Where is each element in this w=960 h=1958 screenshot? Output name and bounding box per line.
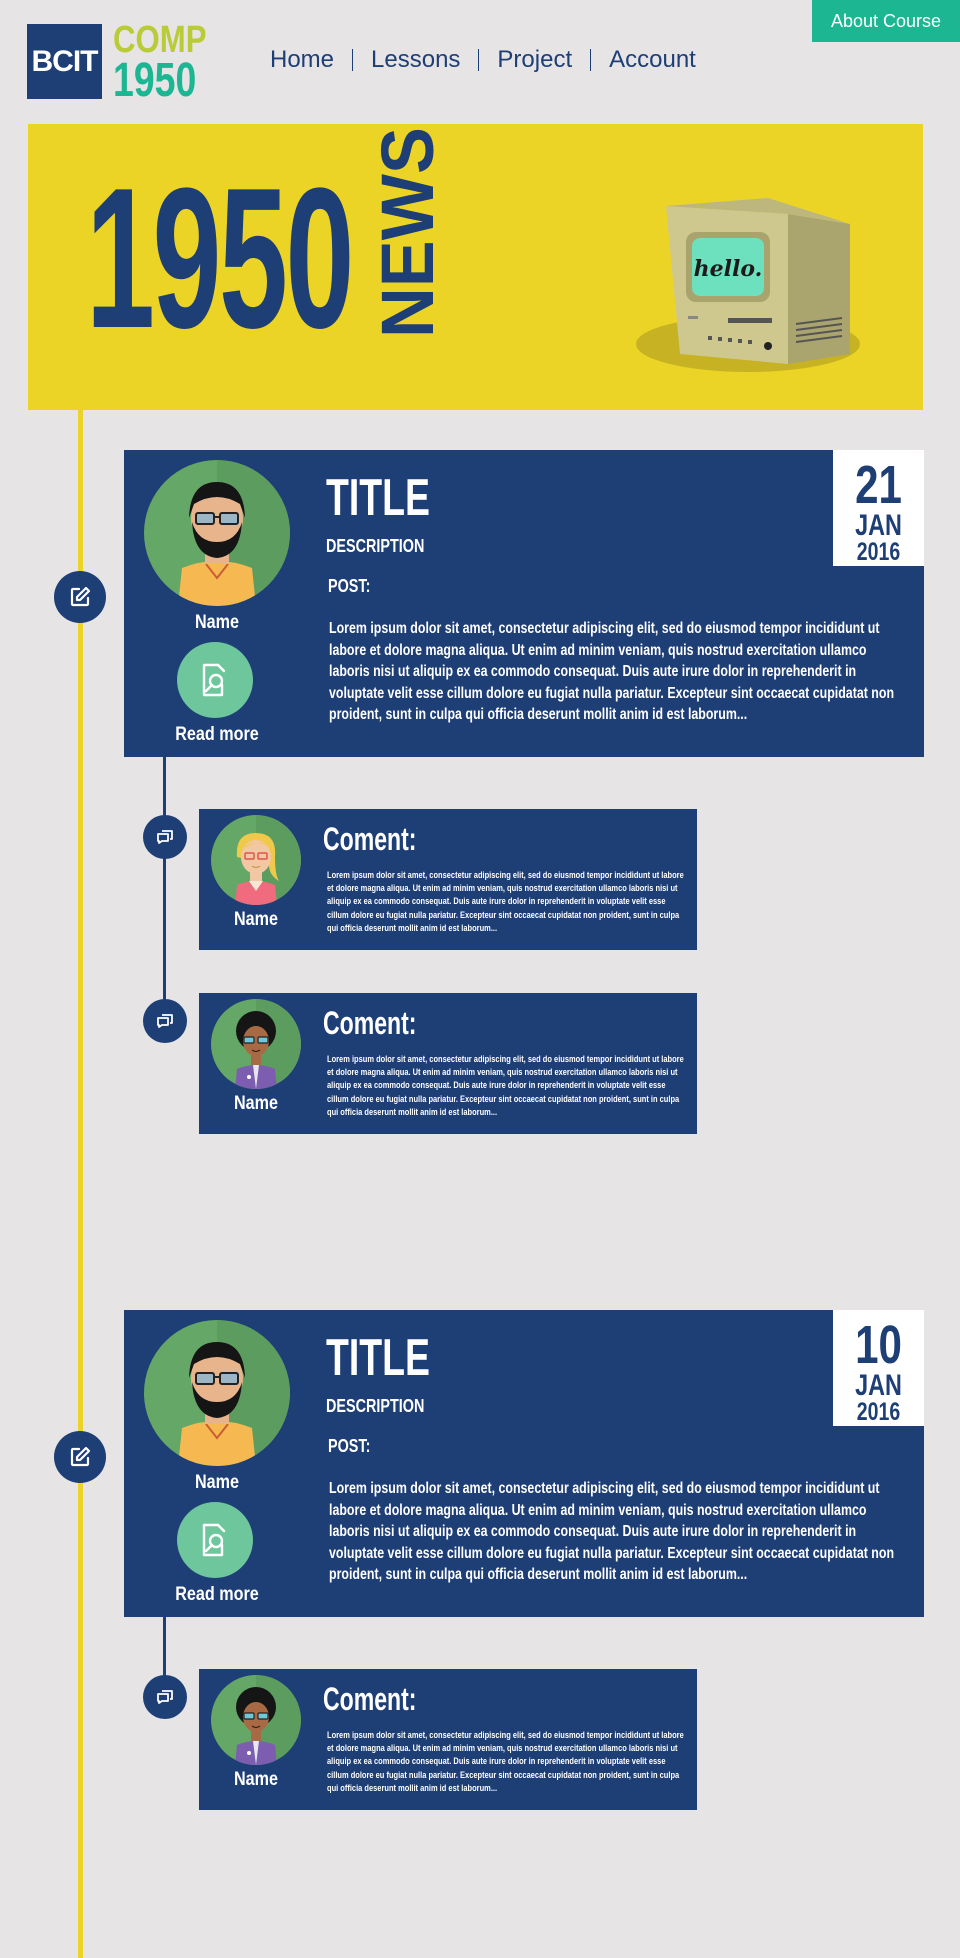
nav-divider — [478, 49, 480, 71]
post-date-year: 2016 — [856, 1398, 901, 1426]
nav-lessons[interactable]: Lessons — [371, 46, 461, 73]
commenter-name[interactable]: Name — [234, 909, 278, 930]
document-search-icon[interactable] — [177, 1502, 253, 1578]
post-body: Lorem ipsum dolor sit amet, consectetur … — [329, 620, 895, 723]
post-title: TITLE — [326, 469, 430, 527]
post-body: Lorem ipsum dolor sit amet, consectetur … — [329, 1480, 895, 1583]
comment-thread-line — [163, 1616, 166, 1700]
nav-home[interactable]: Home — [270, 46, 335, 73]
author-name[interactable]: Name — [195, 612, 239, 633]
news-post: Name Read more TITLE DESCRIPTION POST: L… — [124, 1310, 924, 1617]
screen-text: hello. — [694, 256, 763, 282]
logo-bcit-text: BCIT — [31, 44, 99, 78]
comment-label: Coment: — [323, 821, 417, 857]
hero-banner: 1950 NEWS hello. — [28, 124, 923, 410]
comment-body: Lorem ipsum dolor sit amet, consectetur … — [327, 1730, 684, 1794]
logo-comp-text: COMP — [113, 19, 207, 61]
post-date-badge: 10 JAN 2016 — [833, 1310, 924, 1426]
post-label: POST: — [328, 1436, 371, 1456]
commenter-avatar[interactable] — [211, 815, 301, 905]
timeline-line — [78, 410, 83, 1958]
post-label: POST: — [328, 576, 371, 596]
logo-number-text: 1950 — [113, 54, 197, 107]
read-more-link[interactable]: Read more — [175, 1584, 259, 1605]
comment-label: Coment: — [323, 1005, 417, 1041]
document-search-icon[interactable] — [177, 642, 253, 718]
chat-bubble-icon[interactable] — [143, 815, 187, 859]
commenter-avatar[interactable] — [211, 1675, 301, 1765]
author-avatar[interactable] — [144, 460, 290, 606]
chat-bubble-icon[interactable] — [143, 999, 187, 1043]
bcit-logo[interactable]: BCIT — [27, 24, 102, 99]
nav-account[interactable]: Account — [609, 46, 696, 73]
edit-icon[interactable] — [54, 571, 106, 623]
comment-thread-line — [163, 756, 166, 1028]
comment-card: Name Coment: Lorem ipsum dolor sit amet,… — [199, 1669, 697, 1810]
author-name[interactable]: Name — [195, 1472, 239, 1493]
post-date-badge: 21 JAN 2016 — [833, 450, 924, 566]
post-date-month: JAN — [855, 1369, 902, 1402]
comment-label: Coment: — [323, 1681, 417, 1717]
post-date-year: 2016 — [856, 538, 901, 566]
about-course-button[interactable]: About Course — [812, 0, 960, 42]
post-description: DESCRIPTION — [326, 536, 425, 556]
nav-divider — [352, 49, 354, 71]
edit-icon[interactable] — [54, 1431, 106, 1483]
comment-body: Lorem ipsum dolor sit amet, consectetur … — [327, 870, 684, 934]
post-description: DESCRIPTION — [326, 1396, 425, 1416]
read-more-link[interactable]: Read more — [175, 724, 259, 745]
hero-number: 1950 — [86, 147, 354, 370]
chat-bubble-icon[interactable] — [143, 1675, 187, 1719]
post-title: TITLE — [326, 1329, 430, 1387]
news-post: Name Read more TITLE DESCRIPTION POST: L… — [124, 450, 924, 757]
hero-news-word: NEWS — [366, 127, 449, 338]
nav-divider — [590, 49, 592, 71]
author-avatar[interactable] — [144, 1320, 290, 1466]
commenter-name[interactable]: Name — [234, 1093, 278, 1114]
main-nav: Home Lessons Project Account — [270, 46, 696, 74]
comment-card: Name Coment: Lorem ipsum dolor sit amet,… — [199, 809, 697, 950]
nav-project[interactable]: Project — [497, 46, 573, 73]
commenter-avatar[interactable] — [211, 999, 301, 1089]
post-date-day: 21 — [855, 455, 902, 515]
comment-card: Name Coment: Lorem ipsum dolor sit amet,… — [199, 993, 697, 1134]
post-date-month: JAN — [855, 509, 902, 542]
commenter-name[interactable]: Name — [234, 1769, 278, 1790]
post-date-day: 10 — [855, 1315, 902, 1375]
comment-body: Lorem ipsum dolor sit amet, consectetur … — [327, 1054, 684, 1118]
retro-computer-illustration: hello. — [636, 198, 860, 372]
